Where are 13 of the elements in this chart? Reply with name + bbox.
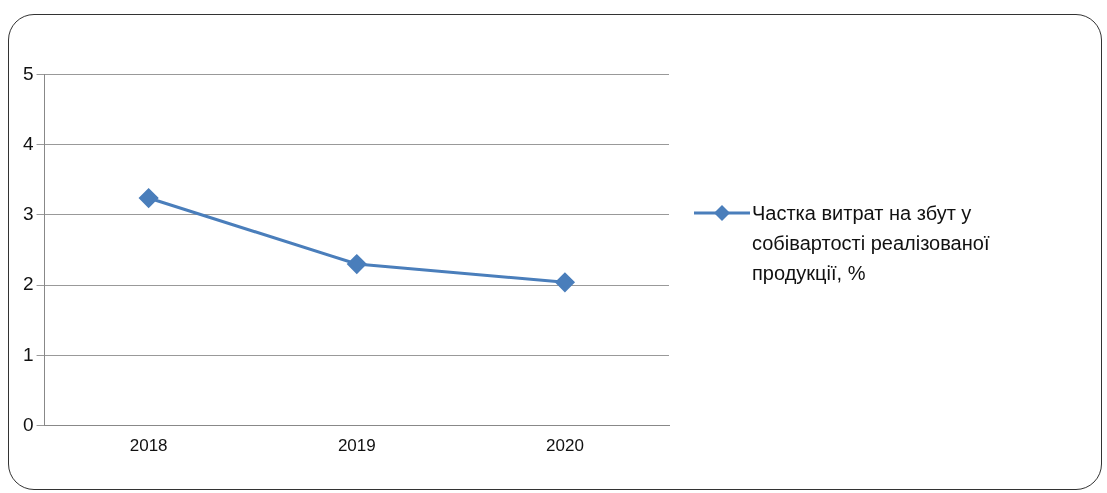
y-tick-label: 3 — [22, 203, 34, 225]
x-tick-label: 2019 — [337, 436, 376, 456]
y-tick-label: 4 — [22, 132, 34, 154]
y-tick-label: 2 — [22, 273, 34, 295]
y-tick-label: 1 — [22, 343, 34, 365]
x-tick-label: 2020 — [546, 436, 584, 456]
point — [347, 254, 367, 274]
x-tick-label: 2018 — [129, 436, 168, 456]
y-tick-label: 5 — [22, 62, 34, 84]
y-tick-label: 0 — [22, 413, 34, 435]
point — [139, 188, 159, 208]
legend-label: Частка витрат на збут у собівартості реалізованої продукції, % — [752, 201, 991, 286]
point — [555, 272, 575, 292]
